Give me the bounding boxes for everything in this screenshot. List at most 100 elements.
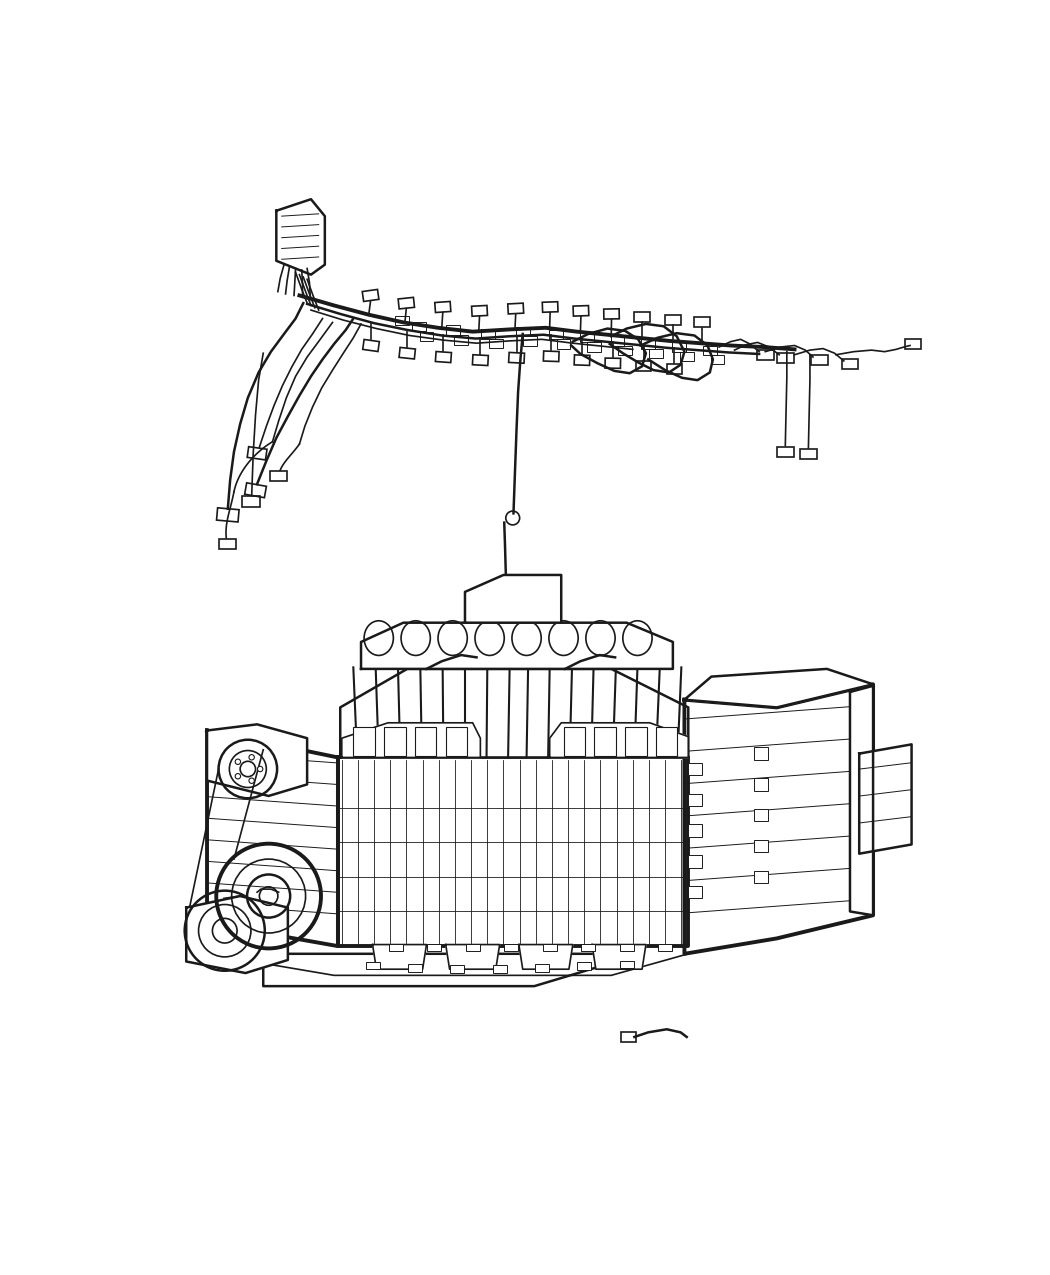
Bar	[574, 354, 590, 366]
Bar	[542, 302, 558, 312]
Polygon shape	[685, 669, 874, 708]
Bar	[492, 965, 506, 973]
Bar	[412, 321, 425, 332]
Bar	[508, 303, 524, 314]
Bar	[649, 348, 663, 358]
Bar	[702, 346, 717, 354]
Polygon shape	[859, 745, 911, 854]
Polygon shape	[446, 945, 500, 969]
Bar	[543, 944, 556, 951]
Bar	[800, 449, 817, 459]
Bar	[450, 965, 464, 973]
Bar	[841, 360, 859, 368]
Circle shape	[235, 774, 240, 779]
Bar	[620, 944, 633, 951]
Bar	[216, 507, 239, 521]
Bar	[679, 352, 694, 361]
Bar	[353, 727, 375, 756]
Bar	[398, 297, 415, 309]
Bar	[384, 727, 405, 756]
Polygon shape	[207, 731, 338, 946]
Bar	[471, 306, 487, 316]
Bar	[270, 472, 287, 482]
Circle shape	[249, 778, 254, 783]
Bar	[689, 793, 702, 806]
Polygon shape	[340, 669, 689, 757]
Bar	[754, 871, 768, 884]
Polygon shape	[519, 945, 573, 969]
Polygon shape	[207, 923, 689, 975]
Bar	[427, 944, 441, 951]
Bar	[536, 964, 549, 972]
Bar	[245, 483, 267, 497]
Bar	[634, 312, 650, 323]
Bar	[604, 309, 620, 319]
Polygon shape	[850, 686, 874, 915]
Bar	[472, 354, 488, 366]
Bar	[388, 944, 402, 951]
Polygon shape	[550, 723, 689, 757]
Bar	[587, 343, 602, 352]
Bar	[481, 329, 495, 339]
Bar	[408, 964, 422, 972]
Bar	[247, 446, 267, 460]
Bar	[694, 317, 710, 328]
Bar	[605, 358, 621, 368]
Bar	[620, 961, 633, 969]
Bar	[489, 339, 503, 348]
Bar	[610, 337, 625, 346]
Bar	[446, 325, 460, 335]
Bar	[666, 315, 680, 325]
Polygon shape	[207, 724, 307, 796]
Bar	[777, 446, 794, 456]
Bar	[362, 339, 379, 352]
Bar	[556, 339, 570, 348]
Bar	[594, 727, 616, 756]
Bar	[543, 351, 559, 362]
Bar	[446, 727, 467, 756]
Circle shape	[257, 766, 262, 771]
Bar	[625, 727, 647, 756]
Bar	[618, 346, 632, 354]
Bar	[455, 335, 468, 344]
Bar	[811, 356, 827, 365]
Bar	[711, 354, 724, 363]
Polygon shape	[685, 685, 874, 954]
Bar	[689, 886, 702, 899]
Bar	[689, 762, 702, 775]
Bar	[905, 339, 921, 348]
Bar	[754, 778, 768, 790]
Bar	[621, 1033, 636, 1042]
Bar	[524, 337, 538, 346]
Bar	[436, 352, 452, 362]
Bar	[754, 747, 768, 760]
Bar	[757, 349, 774, 360]
Polygon shape	[465, 575, 561, 622]
Bar	[420, 332, 434, 340]
Bar	[564, 727, 585, 756]
Bar	[362, 289, 379, 301]
Bar	[689, 825, 702, 836]
Bar	[582, 944, 595, 951]
Bar	[395, 316, 408, 325]
Bar	[365, 961, 379, 969]
Bar	[672, 343, 686, 352]
Polygon shape	[361, 622, 673, 669]
Bar	[516, 326, 529, 337]
Bar	[415, 727, 437, 756]
Bar	[435, 301, 450, 312]
Polygon shape	[264, 954, 596, 986]
Bar	[219, 539, 236, 550]
Polygon shape	[373, 945, 426, 969]
Bar	[466, 944, 480, 951]
Circle shape	[249, 755, 254, 760]
Bar	[667, 365, 682, 375]
Bar	[549, 330, 563, 339]
Bar	[504, 944, 518, 951]
Polygon shape	[341, 723, 481, 757]
Bar	[642, 339, 655, 348]
Bar	[658, 944, 672, 951]
Polygon shape	[592, 945, 646, 969]
Bar	[656, 727, 677, 756]
Bar	[636, 361, 651, 371]
